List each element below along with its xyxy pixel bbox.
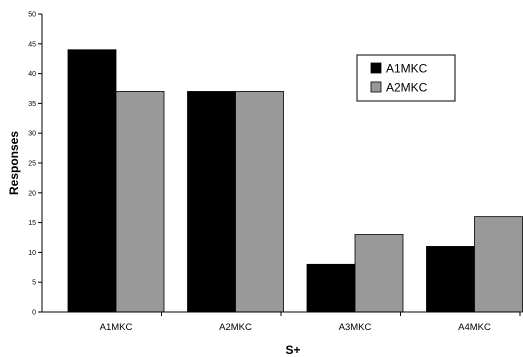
bar-a2mkc-a3mkc [354,234,404,313]
y-tick-label: 5 [32,280,36,287]
y-tick-label: 10 [28,250,36,257]
y-axis-title: Responses [7,131,21,195]
y-tick-label: 20 [28,190,36,197]
x-axis-title: S+ [285,343,300,357]
x-tick-label: A1MKC [100,322,133,333]
bars-layer [67,49,523,313]
bar-a1mkc-a1mkc [67,49,117,313]
x-tick-label: A3MKC [339,322,372,333]
legend-swatch-a2mkc [370,81,382,93]
x-tick-label: A2MKC [219,322,252,333]
y-tick-label: 35 [28,101,36,108]
y-tick-label: 40 [28,71,36,78]
legend-label-a2mkc: A2MKC [386,81,428,95]
y-tick-label: 25 [28,161,36,168]
bar-a2mkc-a1mkc [115,91,165,313]
bar-a1mkc-a2mkc [187,91,236,313]
x-ticks: A1MKC A2MKC A3MKC A4MKC [100,312,521,333]
y-tick-label: 30 [28,131,36,138]
bar-a2mkc-a2mkc [235,91,284,313]
y-ticks: 0 5 10 15 20 25 30 35 40 45 50 [28,12,42,317]
legend-label-a1mkc: A1MKC [386,62,428,76]
legend: A1MKC A2MKC [356,54,456,102]
y-tick-label: 50 [28,12,36,19]
y-tick-label: 45 [28,41,36,48]
bar-a1mkc-a3mkc [306,263,356,313]
y-tick-label: 0 [32,310,36,317]
x-tick-label: A4MKC [458,322,491,333]
legend-items: A1MKC A2MKC [370,62,428,95]
bar-a1mkc-a4mkc [426,246,475,313]
legend-swatch-a1mkc [370,62,382,74]
y-tick-label: 15 [28,220,36,227]
bar-a2mkc-a4mkc [474,216,523,313]
